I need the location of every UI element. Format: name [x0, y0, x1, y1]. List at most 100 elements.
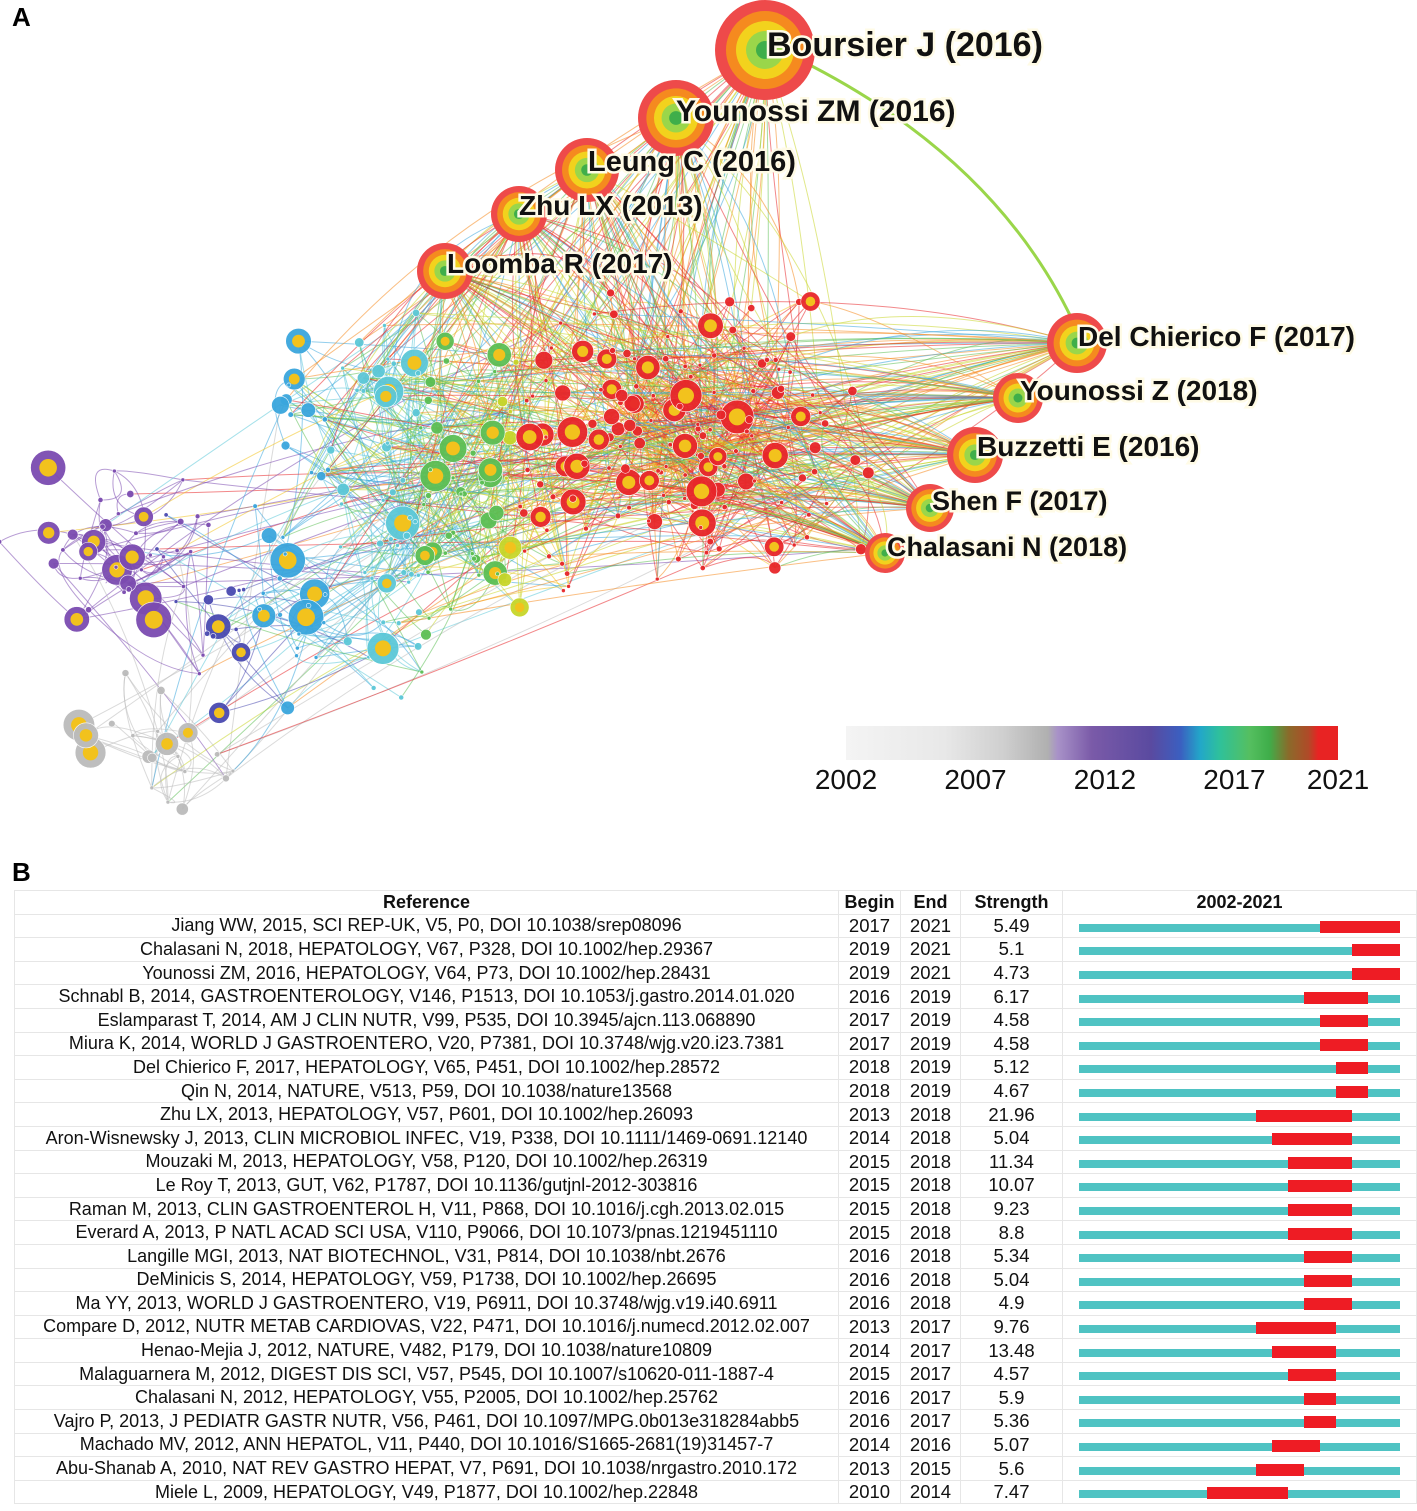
network-node — [721, 504, 728, 511]
end-cell: 2018 — [900, 1196, 961, 1222]
network-edge — [476, 454, 976, 560]
network-node — [564, 570, 571, 577]
table-row: Everard A, 2013, P NATL ACAD SCI USA, V1… — [14, 1220, 1417, 1245]
network-node — [230, 768, 236, 774]
network-edge — [478, 341, 1078, 382]
end-cell: 2021 — [900, 913, 961, 939]
network-node-ring — [382, 578, 392, 589]
network-node-ring — [380, 390, 392, 403]
begin-cell: 2015 — [838, 1173, 901, 1198]
colorbar-tick: 2012 — [1073, 764, 1137, 795]
network-node — [711, 390, 717, 395]
network-edge — [151, 770, 234, 789]
strength-cell: 10.07 — [960, 1173, 1063, 1198]
hub-node-label: Boursier J (2016) — [767, 26, 1043, 64]
network-node — [777, 384, 785, 393]
network-node-ring — [641, 361, 654, 374]
network-edge — [674, 403, 976, 456]
network-edge — [821, 423, 886, 554]
burst-bar — [1303, 1251, 1352, 1264]
network-node — [356, 371, 370, 385]
network-node-ring — [769, 541, 780, 552]
network-node — [385, 356, 391, 362]
network-node — [804, 534, 810, 541]
network-node-ring — [489, 566, 502, 580]
network-node — [667, 442, 673, 448]
network-edge — [225, 521, 655, 779]
burst-bar — [1303, 1274, 1352, 1287]
timeline-baseline — [1079, 1230, 1400, 1239]
network-node — [322, 592, 328, 597]
network-node — [257, 606, 262, 612]
network-node — [768, 561, 782, 575]
strength-cell: 5.6 — [960, 1456, 1063, 1481]
network-node — [210, 633, 217, 640]
network-node — [536, 480, 545, 489]
network-edge — [280, 404, 454, 449]
timeline-baseline — [1079, 1018, 1400, 1027]
network-node — [747, 304, 756, 313]
network-node — [554, 384, 572, 402]
network-edge — [416, 312, 1019, 399]
network-node — [423, 395, 433, 405]
network-node — [194, 513, 201, 520]
network-node — [614, 512, 622, 519]
network-node — [371, 364, 386, 379]
network-edge — [123, 489, 344, 593]
network-edge — [697, 439, 976, 456]
network-node — [261, 527, 278, 544]
network-node-ring — [440, 336, 450, 346]
network-node — [425, 569, 431, 575]
network-node-ring — [427, 468, 444, 484]
burst-bar — [1287, 1180, 1352, 1193]
reference-cell: Everard A, 2013, P NATL ACAD SCI USA, V1… — [14, 1220, 839, 1245]
network-edge — [285, 117, 677, 401]
network-edge — [418, 372, 976, 456]
network-node — [862, 466, 875, 479]
begin-cell: 2015 — [838, 1149, 901, 1175]
strength-cell: 5.9 — [960, 1385, 1063, 1411]
network-node — [342, 636, 353, 647]
network-node-ring — [43, 527, 55, 539]
begin-cell: 2018 — [838, 1055, 901, 1080]
timeline-baseline — [1079, 1301, 1400, 1310]
network-edge — [709, 429, 886, 554]
network-node — [233, 626, 239, 632]
hub-node-label: Del Chierico F (2017) — [1078, 321, 1355, 352]
network-node — [776, 366, 782, 372]
network-node — [741, 345, 747, 351]
network-edge — [342, 368, 373, 579]
network-edge — [685, 445, 886, 554]
network-edge — [181, 493, 462, 810]
network-edge — [648, 486, 931, 522]
network-edge — [729, 301, 931, 509]
network-node — [519, 508, 529, 518]
network-edge — [363, 365, 1019, 399]
network-node — [321, 620, 327, 626]
network-node — [113, 564, 119, 570]
table-row: Ma YY, 2013, WORLD J GASTROENTERO, V19, … — [14, 1291, 1417, 1316]
network-node — [97, 497, 104, 503]
network-edge — [448, 117, 677, 536]
begin-cell: 2014 — [838, 1125, 901, 1151]
end-cell: 2018 — [900, 1102, 961, 1127]
begin-cell: 2016 — [838, 1385, 901, 1411]
hub-node-ring — [513, 208, 525, 220]
network-node — [214, 751, 221, 758]
network-edge — [460, 491, 548, 533]
network-node-ring — [704, 319, 717, 333]
hub-node — [865, 533, 905, 573]
hub-node-label: Leung C (2016) — [588, 146, 796, 178]
begin-cell: 2014 — [838, 1432, 901, 1458]
network-node — [130, 733, 136, 739]
hub-node — [906, 484, 954, 532]
network-node — [566, 584, 571, 589]
burst-bar — [1255, 1109, 1352, 1122]
network-edge — [526, 313, 615, 401]
strength-cell: 4.58 — [960, 1031, 1063, 1057]
network-edge — [567, 551, 886, 575]
timeline-cell — [1062, 1314, 1417, 1340]
network-edge — [378, 169, 588, 372]
network-node — [204, 630, 211, 637]
network-edge — [518, 213, 779, 394]
